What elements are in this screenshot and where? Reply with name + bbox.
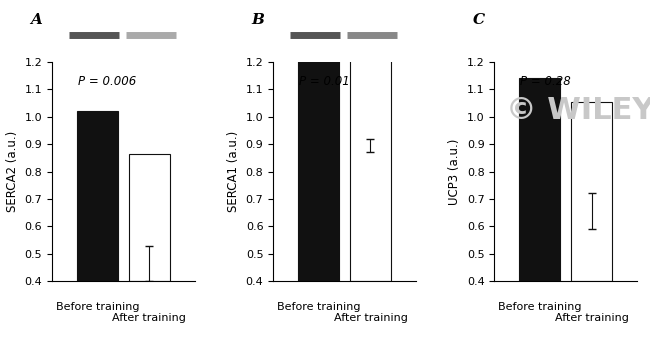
Bar xyxy=(129,154,170,281)
Bar xyxy=(298,16,339,281)
Text: After training: After training xyxy=(333,313,408,323)
Text: C: C xyxy=(473,13,485,27)
Text: © WILEY: © WILEY xyxy=(506,96,650,125)
Text: Before training: Before training xyxy=(56,302,139,312)
Y-axis label: SERCA1 (a.u.): SERCA1 (a.u.) xyxy=(227,131,240,212)
Text: After training: After training xyxy=(112,313,186,323)
Y-axis label: SERCA2 (a.u.): SERCA2 (a.u.) xyxy=(6,131,19,212)
Text: B: B xyxy=(252,13,265,27)
Text: After training: After training xyxy=(554,313,629,323)
Bar xyxy=(571,102,612,281)
Bar xyxy=(350,36,391,281)
Bar xyxy=(519,78,560,281)
Text: P = 0.28: P = 0.28 xyxy=(520,75,571,88)
Text: P = 0.01: P = 0.01 xyxy=(299,75,350,88)
Text: Before training: Before training xyxy=(498,302,582,312)
Text: A: A xyxy=(31,13,42,27)
Bar xyxy=(77,111,118,281)
Y-axis label: UCP3 (a.u.): UCP3 (a.u.) xyxy=(448,138,461,205)
Text: Before training: Before training xyxy=(277,302,360,312)
Text: P = 0.006: P = 0.006 xyxy=(78,75,136,88)
